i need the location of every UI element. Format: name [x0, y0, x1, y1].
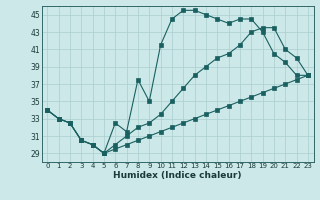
X-axis label: Humidex (Indice chaleur): Humidex (Indice chaleur) [113, 171, 242, 180]
